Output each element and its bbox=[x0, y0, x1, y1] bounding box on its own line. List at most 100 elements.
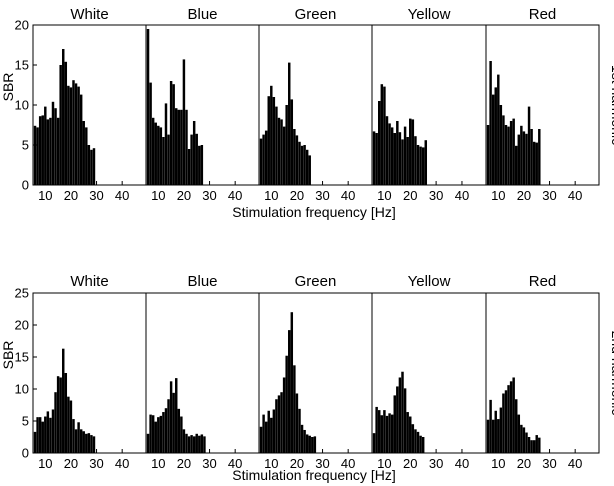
panel-title: Green bbox=[295, 273, 337, 290]
bar-12hz bbox=[502, 115, 505, 185]
bar-25hz bbox=[195, 433, 198, 453]
bar-6hz bbox=[259, 138, 263, 185]
bar-7hz bbox=[36, 127, 39, 185]
y-axis-label: SBR bbox=[0, 341, 16, 370]
bar-8hz bbox=[151, 117, 155, 185]
bar-17hz bbox=[288, 330, 291, 453]
x-tick-label: 40 bbox=[341, 188, 355, 203]
bar-26hz bbox=[538, 129, 541, 185]
bar-14hz bbox=[54, 108, 57, 185]
bar-16hz bbox=[512, 118, 515, 185]
bar-23hz bbox=[303, 145, 306, 185]
bar-15hz bbox=[169, 81, 173, 185]
bar-14hz bbox=[167, 399, 170, 453]
bar-13hz bbox=[390, 414, 394, 453]
bar-6hz bbox=[146, 29, 150, 185]
x-tick-label: 20 bbox=[177, 456, 191, 471]
x-tick-label: 20 bbox=[403, 188, 417, 203]
bar-19hz bbox=[67, 396, 70, 453]
bar-15hz bbox=[509, 121, 513, 185]
x-tick-label: 30 bbox=[315, 456, 329, 471]
bar-17hz bbox=[401, 139, 404, 185]
bar-10hz bbox=[270, 417, 273, 453]
bar-19hz bbox=[520, 125, 523, 185]
bar-27hz bbox=[200, 145, 204, 185]
bar-21hz bbox=[72, 80, 75, 185]
bar-22hz bbox=[414, 136, 417, 185]
y-axis-label: SBR bbox=[0, 73, 16, 102]
x-tick-label: 40 bbox=[341, 456, 355, 471]
bar-23hz bbox=[303, 429, 306, 453]
bar-14hz bbox=[507, 126, 510, 185]
bar-7hz bbox=[149, 414, 152, 453]
bar-18hz bbox=[517, 414, 521, 453]
bar-7hz bbox=[489, 61, 492, 185]
y-tick-label: 5 bbox=[22, 414, 29, 429]
bar-9hz bbox=[494, 87, 497, 185]
bar-14hz bbox=[280, 392, 283, 453]
x-tick-label: 10 bbox=[264, 188, 278, 203]
bar-23hz bbox=[530, 440, 533, 453]
y-tick-label: 10 bbox=[15, 98, 29, 113]
bar-19hz bbox=[180, 416, 183, 453]
bar-9hz bbox=[267, 96, 270, 185]
bar-20hz bbox=[182, 429, 186, 453]
bar-7hz bbox=[149, 82, 152, 185]
bar-27hz bbox=[87, 433, 91, 453]
bar-20hz bbox=[295, 393, 299, 453]
bar-16hz bbox=[59, 377, 62, 453]
bar-20hz bbox=[409, 118, 412, 185]
bar-12hz bbox=[275, 106, 278, 185]
bar-14hz bbox=[167, 134, 170, 185]
bar-25hz bbox=[535, 142, 538, 185]
bar-20hz bbox=[69, 400, 73, 453]
bar-13hz bbox=[277, 117, 281, 185]
bar-28hz bbox=[203, 436, 206, 453]
bar-26hz bbox=[424, 140, 428, 185]
bar-27hz bbox=[87, 145, 91, 185]
bar-6hz bbox=[486, 419, 490, 453]
panel-title: Red bbox=[529, 273, 557, 290]
bar-10hz bbox=[44, 106, 47, 185]
bar-6hz bbox=[372, 433, 376, 453]
bar-9hz bbox=[380, 415, 384, 453]
bar-8hz bbox=[151, 415, 155, 453]
bar-10hz bbox=[497, 74, 500, 185]
bar-12hz bbox=[49, 117, 52, 185]
x-tick-label: 30 bbox=[202, 456, 216, 471]
bar-11hz bbox=[499, 407, 503, 453]
y-tick-label: 0 bbox=[22, 178, 29, 193]
x-tick-label: 20 bbox=[290, 188, 304, 203]
bar-10hz bbox=[383, 410, 386, 453]
panel-white: White 10 20 30 40 bbox=[33, 6, 129, 203]
bar-24hz bbox=[305, 149, 309, 185]
bar-9hz bbox=[41, 115, 44, 185]
bar-12hz bbox=[49, 417, 52, 453]
panel-yellow: Yellow 10 20 30 40 bbox=[371, 273, 469, 471]
bar-12hz bbox=[502, 393, 505, 453]
bar-11hz bbox=[46, 119, 50, 185]
x-tick-label: 10 bbox=[151, 456, 165, 471]
bar-7hz bbox=[375, 406, 378, 453]
bar-9hz bbox=[380, 84, 384, 185]
bar-19hz bbox=[293, 365, 296, 453]
bar-22hz bbox=[187, 149, 191, 185]
bar-24hz bbox=[79, 429, 83, 453]
bar-6hz bbox=[486, 125, 490, 185]
bar-17hz bbox=[515, 145, 518, 185]
bar-18hz bbox=[177, 408, 181, 453]
bar-11hz bbox=[499, 105, 503, 185]
x-tick-label: 20 bbox=[64, 188, 78, 203]
bar-7hz bbox=[262, 134, 265, 185]
bar-20hz bbox=[182, 59, 186, 185]
bar-27hz bbox=[200, 434, 204, 453]
bar-22hz bbox=[187, 436, 191, 453]
x-tick-label: 30 bbox=[542, 188, 556, 203]
bar-25hz bbox=[308, 435, 311, 453]
x-axis-label: Stimulation frequency [Hz] bbox=[232, 467, 395, 483]
bar-9hz bbox=[154, 421, 157, 453]
bar-25hz bbox=[308, 155, 311, 185]
x-tick-label: 10 bbox=[151, 188, 165, 203]
